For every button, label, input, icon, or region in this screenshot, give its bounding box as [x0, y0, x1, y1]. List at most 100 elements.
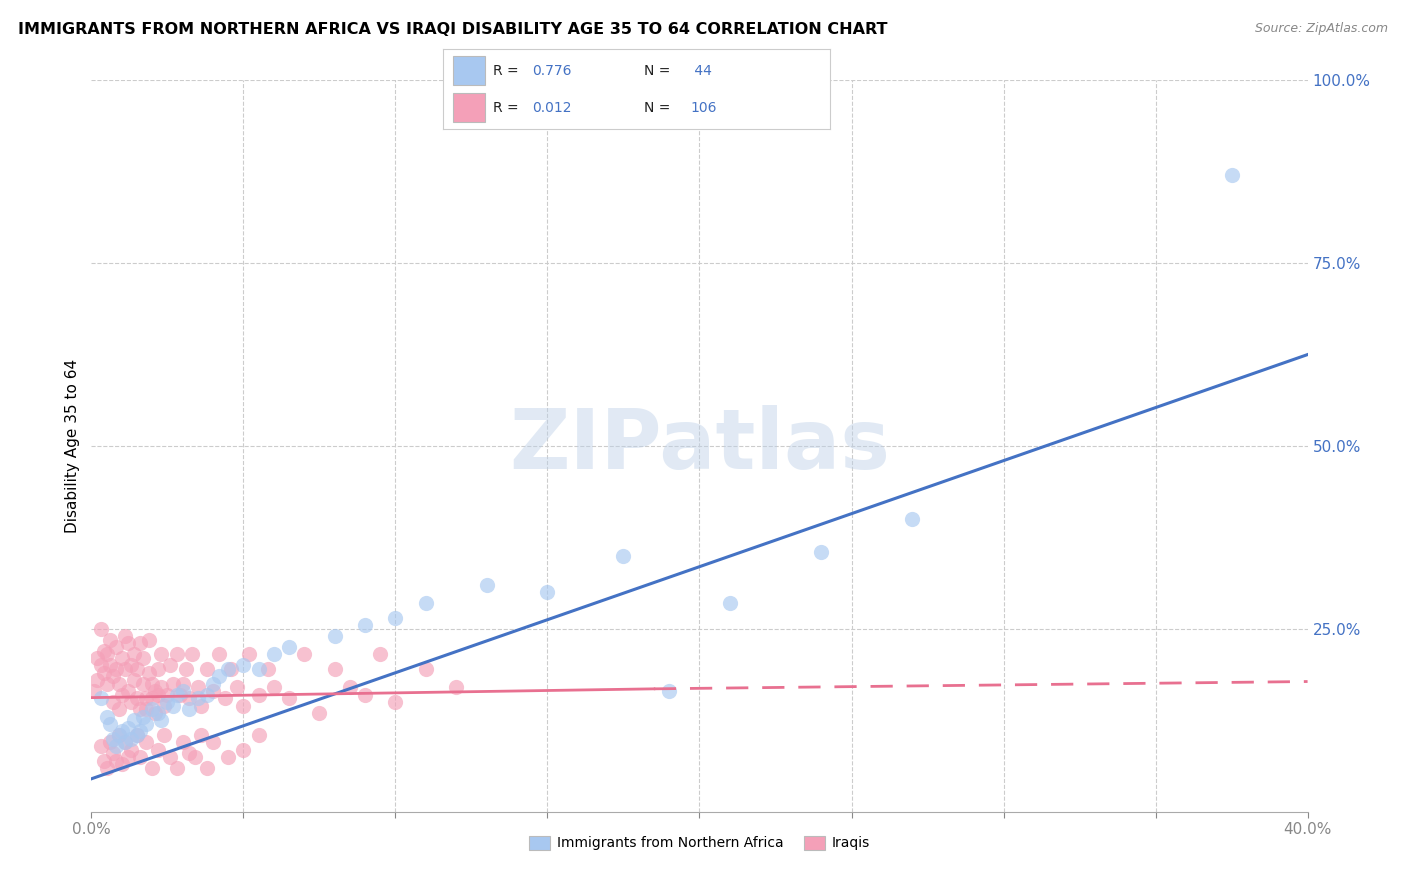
Point	[101, 746, 124, 760]
Text: 44: 44	[690, 63, 713, 78]
Point	[117, 749, 139, 764]
Point	[475, 578, 498, 592]
Point	[658, 684, 681, 698]
Bar	[453, 94, 485, 122]
Point	[354, 688, 377, 702]
Point	[156, 695, 179, 709]
Point	[232, 742, 254, 756]
Point	[107, 702, 129, 716]
Point	[444, 681, 467, 695]
Point	[172, 735, 194, 749]
Point	[117, 684, 139, 698]
Point	[247, 728, 270, 742]
Point	[104, 640, 127, 655]
Point	[177, 702, 200, 716]
Point	[86, 673, 108, 687]
Point	[129, 636, 152, 650]
Point	[190, 728, 212, 742]
Point	[135, 691, 157, 706]
Point	[292, 648, 315, 662]
Point	[166, 648, 188, 662]
Text: 0.012: 0.012	[531, 101, 571, 115]
Point	[111, 757, 134, 772]
Point	[125, 662, 148, 676]
Point	[263, 648, 285, 662]
Point	[114, 735, 136, 749]
Text: ZIPatlas: ZIPatlas	[509, 406, 890, 486]
Point	[238, 648, 260, 662]
Point	[101, 669, 124, 683]
Point	[217, 662, 239, 676]
Point	[96, 761, 118, 775]
Point	[98, 658, 121, 673]
Point	[159, 749, 181, 764]
Point	[135, 735, 157, 749]
Point	[278, 640, 301, 655]
Point	[98, 735, 121, 749]
Point	[96, 676, 118, 690]
Point	[232, 658, 254, 673]
Point	[177, 746, 200, 760]
Point	[111, 651, 134, 665]
Point	[190, 698, 212, 713]
Point	[101, 695, 124, 709]
Point	[98, 717, 121, 731]
Point	[180, 648, 202, 662]
Point	[93, 665, 115, 680]
Point	[217, 749, 239, 764]
Point	[135, 702, 157, 716]
Legend: Immigrants from Northern Africa, Iraqis: Immigrants from Northern Africa, Iraqis	[523, 830, 876, 856]
Point	[141, 691, 163, 706]
Point	[122, 673, 145, 687]
Point	[323, 662, 346, 676]
Point	[901, 512, 924, 526]
Point	[122, 648, 145, 662]
Point	[129, 724, 152, 739]
Point	[143, 684, 166, 698]
Point	[96, 648, 118, 662]
Point	[89, 622, 111, 636]
Point	[226, 681, 249, 695]
Point	[256, 662, 278, 676]
Point	[135, 717, 157, 731]
Point	[536, 585, 558, 599]
Point	[150, 681, 173, 695]
Point	[247, 662, 270, 676]
Point	[104, 739, 127, 753]
Point	[162, 698, 184, 713]
Text: R =: R =	[494, 63, 523, 78]
Point	[159, 658, 181, 673]
Point	[169, 688, 191, 702]
Point	[107, 676, 129, 690]
Bar	[453, 56, 485, 86]
Point	[120, 742, 142, 756]
Point	[339, 681, 361, 695]
Point	[187, 691, 209, 706]
Point	[114, 662, 136, 676]
Point	[101, 731, 124, 746]
Point	[89, 658, 111, 673]
Point	[98, 632, 121, 647]
Point	[107, 728, 129, 742]
Point	[415, 662, 437, 676]
Point	[278, 691, 301, 706]
Point	[141, 761, 163, 775]
Point	[125, 728, 148, 742]
Point	[184, 749, 207, 764]
Point	[143, 706, 166, 720]
Point	[86, 651, 108, 665]
Point	[232, 698, 254, 713]
Point	[120, 658, 142, 673]
Point	[117, 636, 139, 650]
Point	[187, 681, 209, 695]
Point	[162, 676, 184, 690]
Point	[120, 731, 142, 746]
Point	[117, 721, 139, 735]
Point	[114, 735, 136, 749]
Point	[111, 724, 134, 739]
Point	[612, 549, 634, 563]
Point	[132, 651, 155, 665]
Point	[132, 676, 155, 690]
Text: 0.776: 0.776	[531, 63, 571, 78]
Point	[202, 676, 225, 690]
